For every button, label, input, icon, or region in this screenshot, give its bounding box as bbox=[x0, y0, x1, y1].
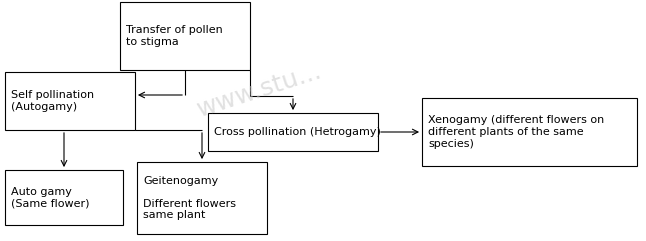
Text: www.stu...: www.stu... bbox=[194, 59, 326, 121]
Text: Auto gamy
(Same flower): Auto gamy (Same flower) bbox=[11, 187, 90, 208]
Text: Cross pollination (Hetrogamy): Cross pollination (Hetrogamy) bbox=[214, 127, 381, 137]
Text: Self pollination
(Autogamy): Self pollination (Autogamy) bbox=[11, 90, 94, 112]
Bar bbox=[422, 98, 637, 166]
Text: Xenogamy (different flowers on
different plants of the same
species): Xenogamy (different flowers on different… bbox=[428, 115, 604, 149]
Bar bbox=[120, 2, 250, 70]
Bar bbox=[5, 170, 123, 225]
Text: Transfer of pollen
to stigma: Transfer of pollen to stigma bbox=[126, 25, 223, 47]
Bar bbox=[208, 113, 378, 151]
Bar bbox=[137, 162, 267, 234]
Text: Geitenogamy

Different flowers
same plant: Geitenogamy Different flowers same plant bbox=[143, 176, 236, 221]
Bar bbox=[5, 72, 135, 130]
